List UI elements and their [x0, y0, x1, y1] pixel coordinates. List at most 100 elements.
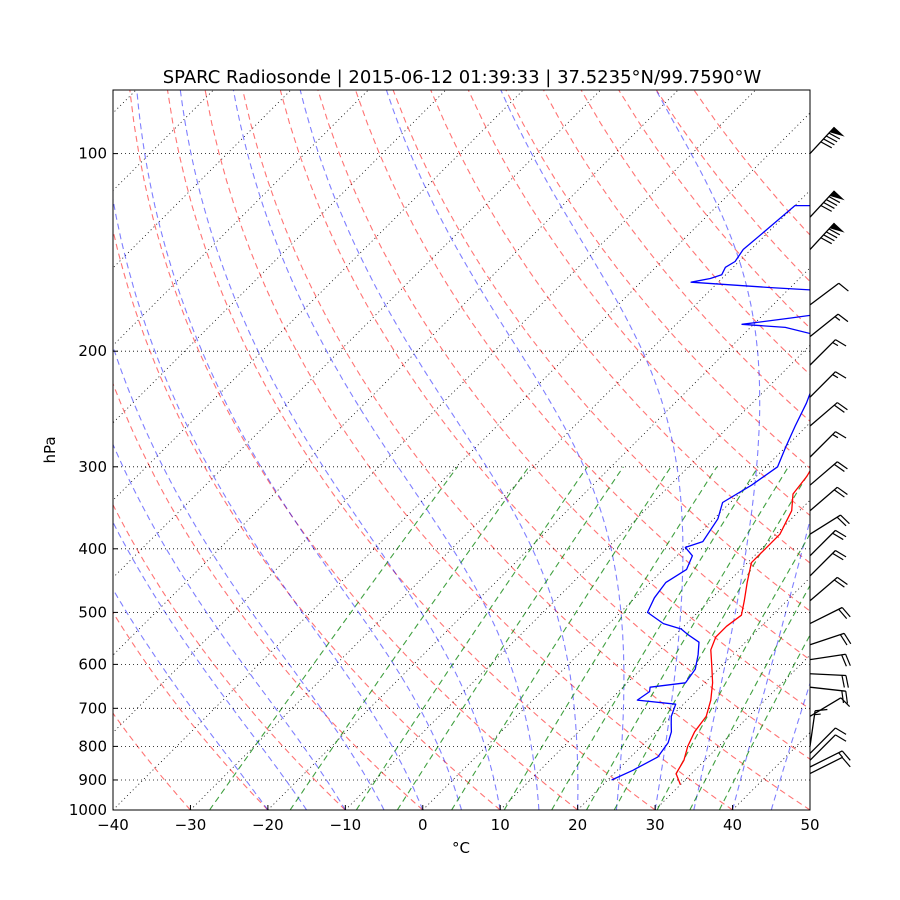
dry-adiabat-line	[242, 90, 810, 810]
moist-adiabat-line	[136, 90, 463, 810]
wind-barb	[809, 756, 851, 775]
moist-adiabat-line	[113, 196, 424, 810]
mixing-ratio-line	[503, 466, 718, 810]
dry-adiabat-line	[113, 382, 424, 810]
y-tick-label: 600	[78, 655, 107, 673]
chart-title: SPARC Radiosonde | 2015-06-12 01:39:33 |…	[163, 67, 762, 88]
x-axis-label: °C	[452, 839, 470, 857]
wind-barb-feather	[833, 463, 845, 473]
wind-barb-feather	[823, 201, 835, 209]
wind-barb-feather	[832, 552, 844, 561]
wind-barb-feather	[823, 138, 835, 146]
x-axis: −40 −30 −20 −10 0 10 20 30 40 50	[97, 805, 820, 834]
dry-adiabat-line	[129, 90, 579, 810]
y-tick-label: 300	[78, 458, 107, 476]
isotherm-line	[113, 112, 810, 810]
wind-barb	[809, 461, 848, 486]
mixing-ratio-line	[289, 466, 530, 810]
wind-barb-shaft	[809, 190, 835, 218]
isotherm-line	[654, 654, 810, 810]
x-tick-label: −40	[97, 816, 129, 834]
wind-barb	[809, 686, 849, 704]
dry-adiabat-line	[204, 90, 733, 810]
isotherm-line	[113, 90, 369, 346]
x-tick-label: −20	[252, 816, 284, 834]
wind-barb-shaft	[809, 431, 836, 458]
pressure-gridlines	[113, 153, 810, 811]
wind-barb-feather	[828, 228, 841, 236]
wind-barb-feather	[836, 516, 847, 527]
dry-adiabat-line	[580, 90, 810, 376]
wind-barb-shaft	[809, 550, 836, 577]
wind-barb-shaft	[809, 710, 816, 747]
moist-adiabat-line	[232, 90, 540, 810]
moist-adiabat-line	[732, 518, 810, 810]
isotherm-line	[113, 90, 756, 734]
wind-barb-shaft	[809, 282, 840, 306]
wind-barb-half-feather	[814, 713, 821, 716]
mixing-ratio-line	[551, 466, 759, 810]
isotherm-line	[113, 90, 137, 114]
dry-adiabat-line	[430, 90, 810, 564]
wind-barb-feather	[835, 529, 847, 538]
isotherm-line	[809, 809, 810, 810]
wind-barb-half-feather	[838, 752, 844, 758]
wind-barb-feather	[820, 204, 832, 212]
wind-barb-half-feather	[832, 433, 839, 439]
wind-barb-shaft	[809, 461, 838, 486]
x-tick-label: −30	[175, 816, 207, 834]
wind-barb-shaft	[809, 673, 846, 677]
wind-barb-shaft	[809, 222, 835, 250]
wind-barb	[809, 431, 847, 458]
wind-barb	[809, 632, 852, 646]
wind-barb-shaft	[809, 686, 846, 692]
y-axis-label: hPa	[41, 436, 59, 463]
wind-barb-feather	[825, 199, 838, 207]
wind-barb-feather	[836, 461, 848, 470]
wind-barb-feather	[820, 141, 832, 149]
wind-barb-shaft	[809, 697, 842, 717]
wind-barb-feather	[835, 339, 847, 347]
wind-barb	[809, 734, 847, 761]
moist-adiabat-line	[655, 90, 761, 810]
dry-adiabat-line	[113, 503, 346, 810]
wind-barb-shaft	[809, 402, 838, 427]
wind-barb-feather	[836, 576, 848, 585]
wind-barb-feather	[823, 234, 835, 242]
background-lines	[113, 90, 810, 810]
wind-barbs	[809, 126, 852, 775]
wind-barb-shaft	[809, 632, 845, 646]
wind-barb-feather	[825, 231, 838, 239]
wind-barb-shaft	[809, 734, 836, 761]
wind-barb-feather	[841, 654, 847, 667]
x-tick-label: 10	[491, 816, 510, 834]
mixing-ratio-line	[656, 532, 810, 810]
wind-barb	[809, 339, 847, 366]
wind-barb-feather	[841, 690, 845, 704]
moist-adiabat-line	[385, 90, 625, 810]
wind-barb-feather	[845, 691, 849, 704]
dry-adiabat-line	[505, 90, 810, 469]
wind-barb-feather	[836, 402, 848, 411]
wind-barb-feather	[841, 675, 845, 688]
wind-barb	[809, 486, 848, 512]
wind-barb-feather	[838, 608, 848, 620]
dry-adiabat-line	[279, 90, 810, 760]
wind-barb-feather	[820, 237, 832, 245]
wind-barb-feather	[833, 489, 845, 498]
x-tick-label: 20	[568, 816, 587, 834]
isotherm-line	[113, 90, 292, 269]
moist-adiabat-line	[113, 345, 385, 810]
y-tick-label: 1000	[69, 801, 107, 819]
moist-adiabat-line	[179, 90, 501, 810]
wind-barb-feather	[832, 532, 844, 541]
wind-barb	[809, 222, 845, 250]
isotherm-line	[113, 90, 447, 424]
y-axis: 100 200 300 400 500 600 700 800 900 1000	[69, 145, 118, 819]
wind-barb-shaft	[809, 727, 836, 754]
wind-barb	[809, 673, 849, 688]
wind-barb-shaft	[809, 653, 846, 661]
wind-barb-feather	[841, 607, 851, 618]
y-tick-label: 800	[78, 737, 107, 755]
wind-barb	[809, 750, 851, 768]
